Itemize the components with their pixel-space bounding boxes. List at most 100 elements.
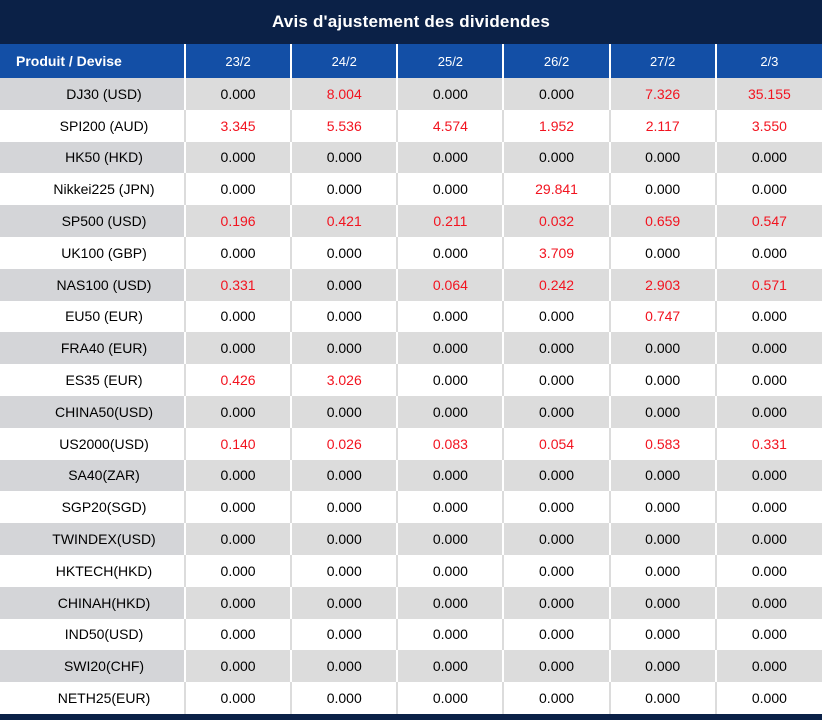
- value-cell: 0.000: [290, 300, 398, 333]
- value-cell: 0.000: [502, 141, 610, 174]
- value-cell: 0.000: [502, 682, 610, 714]
- value-cell: 35.155: [714, 78, 822, 110]
- value-cell: 0.000: [290, 268, 398, 301]
- value-cell: 0.000: [714, 173, 822, 206]
- value-cell: 0.000: [290, 618, 398, 651]
- value-cell: 0.000: [502, 395, 610, 428]
- table-row: IND50(USD) 0.000 0.000 0.000 0.000 0.000 0.000: [0, 618, 822, 651]
- value-cell: 2.903: [608, 268, 716, 301]
- product-label: FRA40 (EUR): [0, 332, 185, 365]
- value-cell: 0.000: [183, 236, 292, 269]
- table-row: FRA40 (EUR) 0.000 0.000 0.000 0.000 0.000 0.00…: [0, 332, 822, 365]
- value-cell: 0.000: [183, 554, 292, 587]
- value-cell: 0.000: [183, 395, 292, 428]
- product-label: UK100 (GBP): [0, 236, 185, 269]
- value-cell: 0.000: [290, 523, 398, 555]
- table-row: NETH25(EUR) 0.000 0.000 0.000 0.000 0.000 0.00…: [0, 682, 822, 714]
- value-cell: 0.000: [290, 236, 398, 269]
- value-cell: 0.000: [396, 395, 504, 428]
- value-cell: 0.000: [290, 554, 398, 587]
- value-cell: 0.000: [502, 618, 610, 651]
- dividends-table: Produit / Devise 23/2 24/2 25/2 26/2 27/…: [0, 44, 822, 714]
- table-row: CHINAH(HKD) 0.000 0.000 0.000 0.000 0.000 0.00…: [0, 586, 822, 619]
- value-cell: 0.000: [183, 141, 292, 174]
- value-cell: 0.000: [608, 491, 716, 524]
- value-cell: 0.000: [608, 141, 716, 174]
- value-cell: 0.000: [714, 491, 822, 524]
- table-row: SP500 (USD) 0.196 0.421 0.211 0.032 0.659 0.54…: [0, 205, 822, 237]
- value-cell: 0.000: [183, 682, 292, 714]
- value-cell: 0.000: [608, 554, 716, 587]
- value-cell: 0.000: [502, 523, 610, 555]
- value-cell: 0.000: [714, 395, 822, 428]
- value-cell: 0.331: [714, 427, 822, 460]
- value-cell: 0.000: [608, 586, 716, 619]
- value-cell: 0.000: [714, 682, 822, 714]
- value-cell: 0.000: [396, 682, 504, 714]
- value-cell: 0.000: [290, 141, 398, 174]
- value-cell: 0.000: [183, 491, 292, 524]
- product-label: SP500 (USD): [0, 205, 185, 237]
- value-cell: 0.000: [714, 618, 822, 651]
- value-cell: 5.536: [290, 109, 398, 142]
- page-title: Avis d'ajustement des dividendes: [0, 0, 822, 44]
- value-cell: 0.000: [183, 173, 292, 206]
- table-row: Nikkei225 (JPN) 0.000 0.000 0.000 29.841 0.00…: [0, 173, 822, 206]
- value-cell: 0.000: [290, 491, 398, 524]
- value-cell: 0.000: [290, 173, 398, 206]
- value-cell: 0.000: [183, 300, 292, 333]
- value-cell: 0.000: [396, 554, 504, 587]
- product-label: IND50(USD): [0, 618, 185, 651]
- value-cell: 0.000: [502, 300, 610, 333]
- table-row: EU50 (EUR) 0.000 0.000 0.000 0.000 0.747 0.000: [0, 300, 822, 333]
- value-cell: 0.211: [396, 205, 504, 237]
- product-label: SGP20(SGD): [0, 491, 185, 524]
- header-date-2: 24/2: [290, 44, 398, 78]
- value-cell: 0.000: [714, 141, 822, 174]
- value-cell: 0.000: [396, 459, 504, 492]
- value-cell: 0.421: [290, 205, 398, 237]
- value-cell: 0.064: [396, 268, 504, 301]
- product-label: SA40(ZAR): [0, 459, 185, 492]
- value-cell: 0.000: [714, 364, 822, 396]
- value-cell: 0.000: [608, 618, 716, 651]
- value-cell: 0.331: [183, 268, 292, 301]
- value-cell: 0.140: [183, 427, 292, 460]
- value-cell: 0.000: [608, 682, 716, 714]
- product-label: ES35 (EUR): [0, 364, 185, 396]
- value-cell: 8.004: [290, 78, 398, 110]
- value-cell: 0.000: [396, 78, 504, 110]
- product-label: NAS100 (USD): [0, 268, 185, 301]
- value-cell: 3.709: [502, 236, 610, 269]
- table-row: ES35 (EUR) 0.426 3.026 0.000 0.000 0.000 0.000: [0, 364, 822, 396]
- value-cell: 0.000: [714, 236, 822, 269]
- value-cell: 3.345: [183, 109, 292, 142]
- value-cell: 0.196: [183, 205, 292, 237]
- header-date-1: 23/2: [183, 44, 292, 78]
- value-cell: 0.000: [502, 586, 610, 619]
- product-label: SPI200 (AUD): [0, 109, 185, 142]
- value-cell: 0.000: [290, 650, 398, 683]
- value-cell: 0.000: [396, 650, 504, 683]
- value-cell: 0.000: [608, 650, 716, 683]
- value-cell: 0.000: [290, 395, 398, 428]
- header-date-3: 25/2: [396, 44, 504, 78]
- value-cell: 7.326: [608, 78, 716, 110]
- value-cell: 0.000: [183, 332, 292, 365]
- product-label: TWINDEX(USD): [0, 523, 185, 555]
- value-cell: 0.000: [502, 364, 610, 396]
- value-cell: 0.000: [396, 173, 504, 206]
- value-cell: 0.000: [608, 523, 716, 555]
- value-cell: 0.000: [608, 395, 716, 428]
- value-cell: 0.000: [502, 332, 610, 365]
- value-cell: 0.000: [502, 554, 610, 587]
- value-cell: 0.000: [608, 364, 716, 396]
- value-cell: 0.000: [396, 523, 504, 555]
- value-cell: 0.000: [396, 618, 504, 651]
- table-row: SPI200 (AUD) 3.345 5.536 4.574 1.952 2.117 3.5…: [0, 109, 822, 142]
- table-body: DJ30 (USD) 0.000 8.004 0.000 0.000 7.326 35.15…: [0, 78, 822, 714]
- header-row: Produit / Devise 23/2 24/2 25/2 26/2 27/…: [0, 44, 822, 78]
- value-cell: 0.000: [290, 586, 398, 619]
- value-cell: 0.000: [502, 491, 610, 524]
